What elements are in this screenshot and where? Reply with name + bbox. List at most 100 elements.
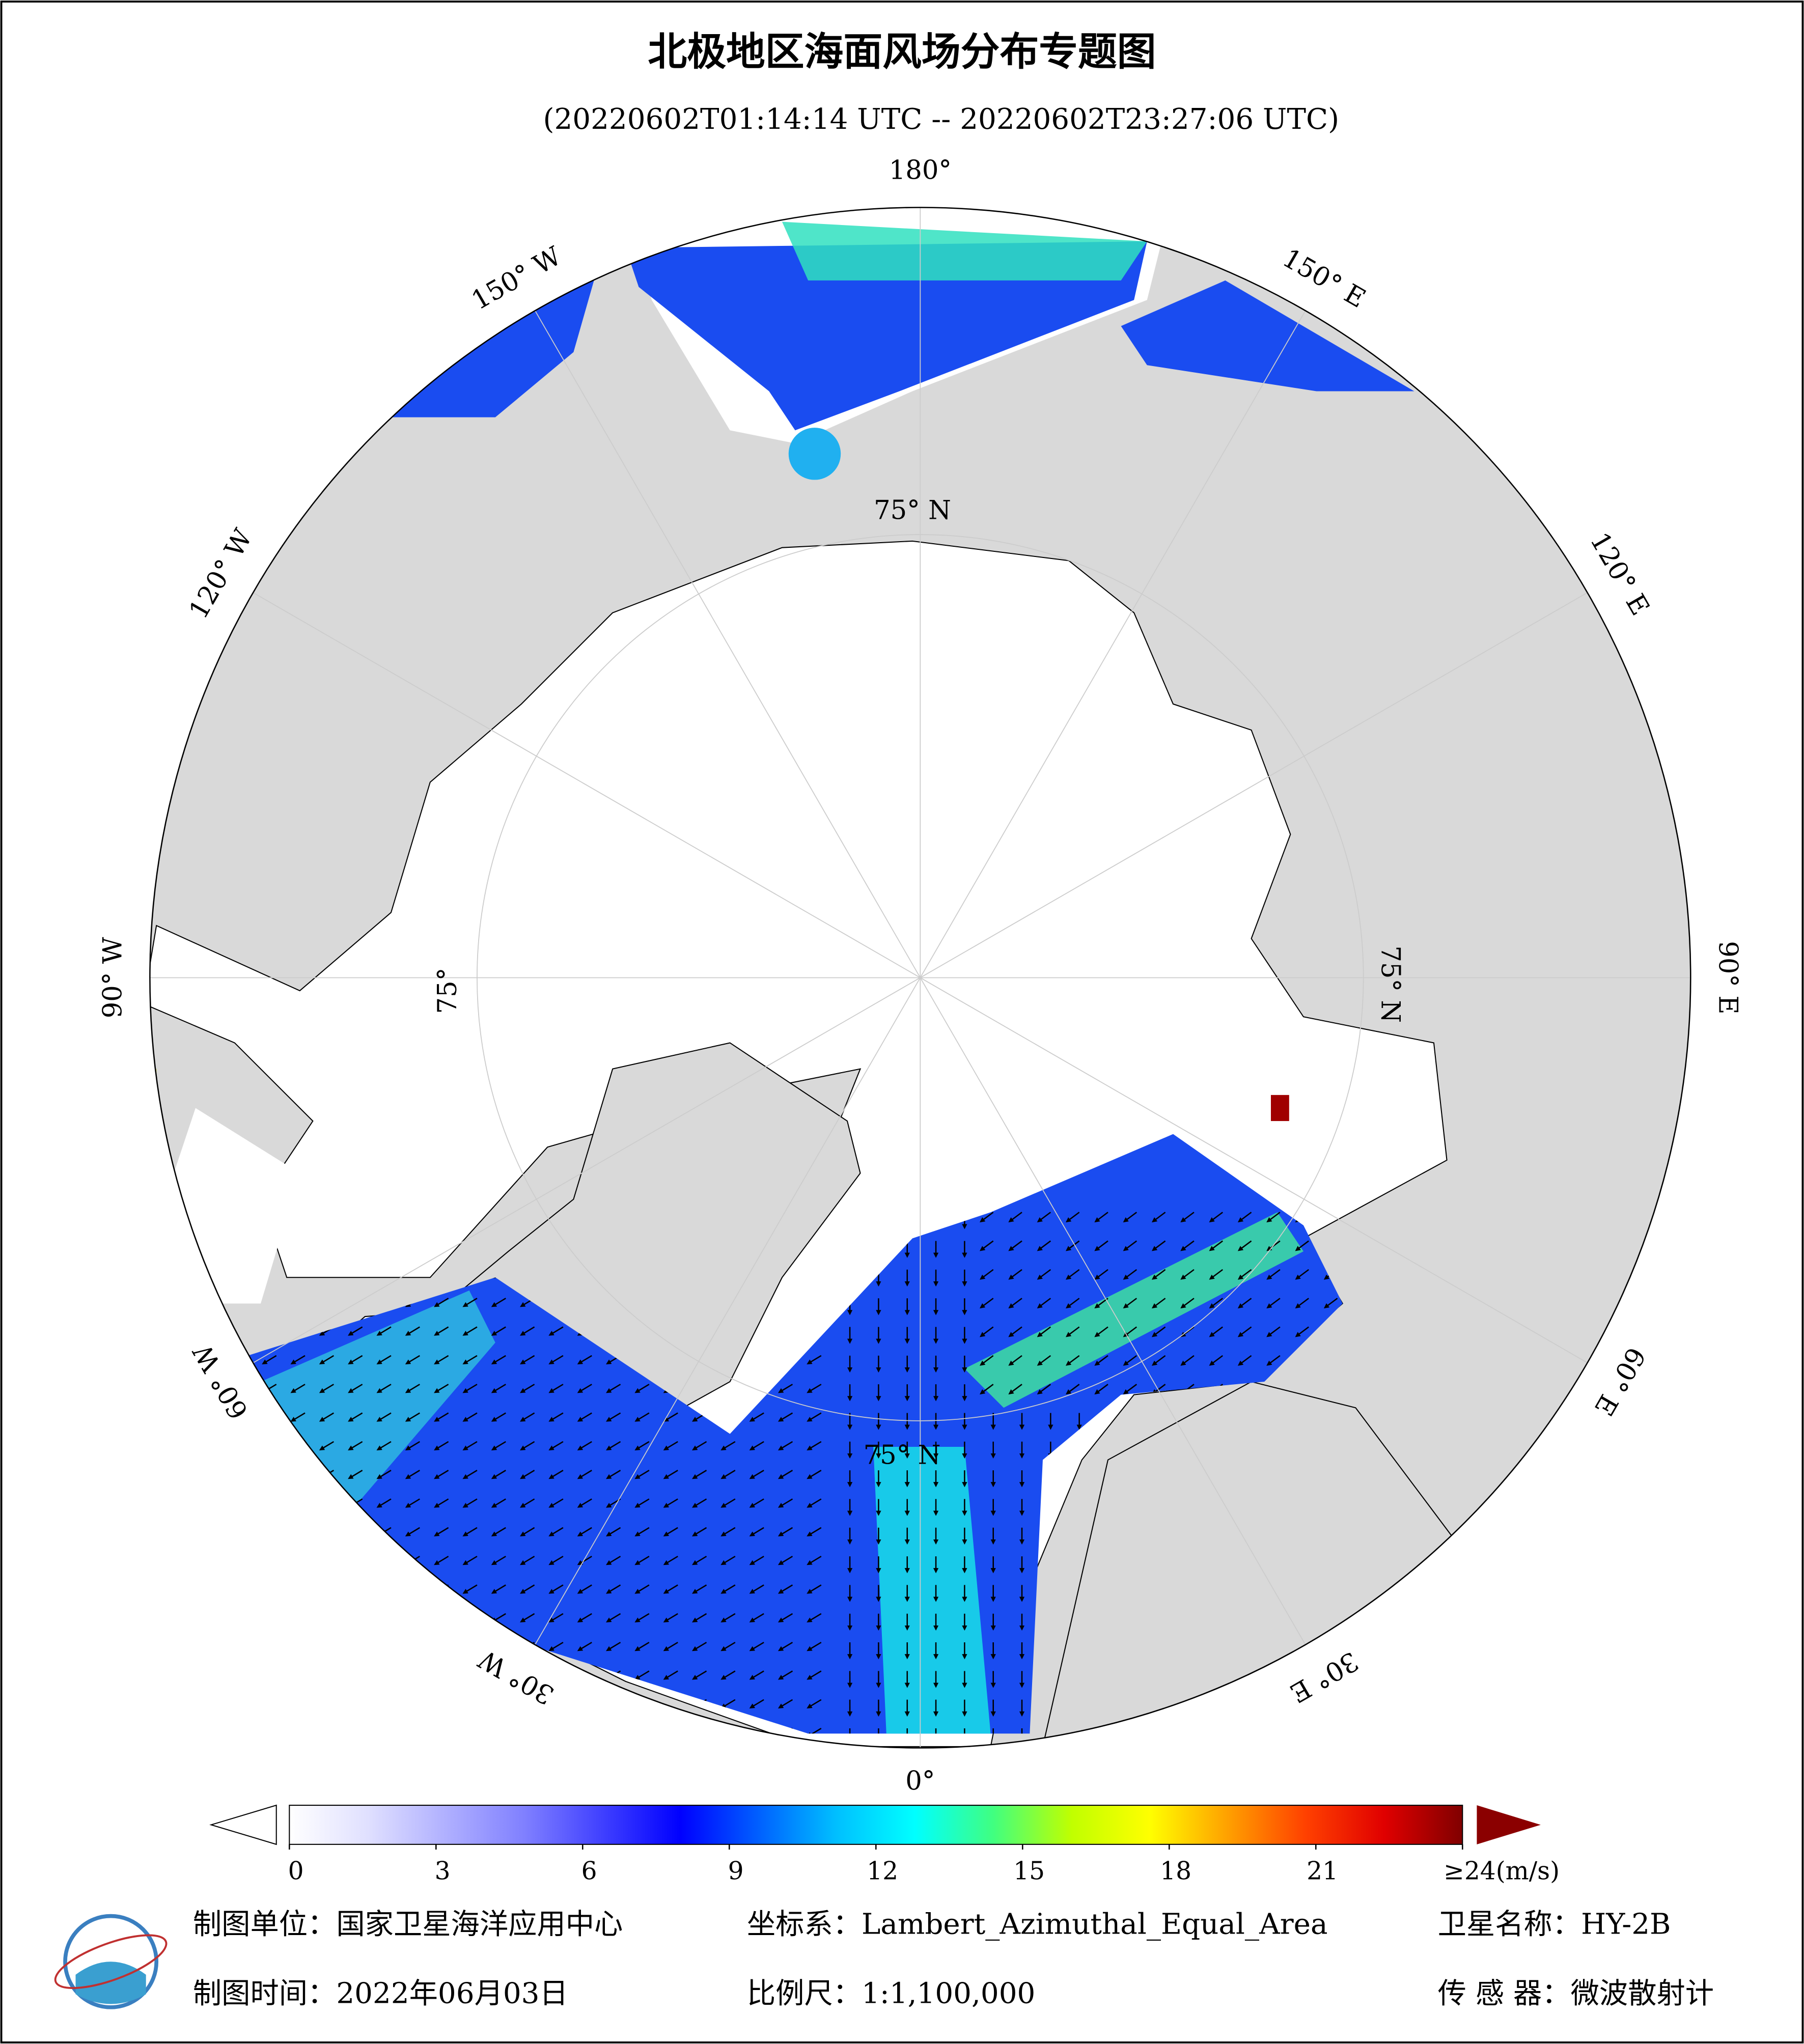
wind-arrow: [434, 1670, 449, 1680]
wind-arrow: [376, 1641, 392, 1651]
wind-arrow: [1094, 1326, 1108, 1337]
wind-arrow: [247, 1727, 248, 1734]
wind-field: [150, 1069, 157, 1122]
wind-arrow: [1266, 1355, 1281, 1366]
wind-arrow: [376, 1326, 392, 1336]
wind-arrow: [663, 1613, 678, 1622]
wind-arrow: [778, 1613, 793, 1622]
wind-arrow: [1008, 1298, 1022, 1309]
wind-arrow: [1180, 1269, 1195, 1280]
wind-arrow: [462, 1584, 478, 1594]
wind-arrow: [691, 1641, 707, 1651]
wind-arrow: [1037, 1240, 1051, 1251]
wind-arrow: [262, 1670, 277, 1680]
wind-arrow: [778, 1699, 793, 1709]
wind-arrow: [376, 1355, 392, 1365]
wind-arrow: [634, 1384, 650, 1393]
wind-arrow: [434, 1727, 449, 1734]
wind-arrow: [319, 1613, 335, 1622]
wind-arrow: [720, 1441, 736, 1450]
wind-arrow: [606, 1584, 621, 1594]
meridian: [535, 977, 921, 1645]
wind-arrow: [520, 1727, 535, 1734]
wind-arrow: [778, 1470, 793, 1479]
wind-arrow: [606, 1641, 621, 1651]
wind-arrow: [247, 1641, 248, 1651]
wind-arrow: [720, 1555, 736, 1565]
wind-arrow: [749, 1641, 764, 1651]
wind-arrow: [319, 1527, 335, 1536]
wind-field: [1270, 1095, 1289, 1122]
wind-arrow: [548, 1527, 564, 1536]
wind-arrow: [520, 1441, 535, 1450]
wind-arrow: [462, 1699, 478, 1709]
wind-arrow: [434, 1498, 449, 1508]
wind-arrow: [376, 1441, 392, 1450]
meridian: [920, 310, 1306, 978]
wind-arrow: [262, 1699, 277, 1709]
wind-arrow: [262, 1613, 277, 1622]
wind-arrow: [1151, 1240, 1166, 1251]
wind-arrow: [548, 1727, 564, 1734]
wind-arrow: [548, 1412, 564, 1422]
wind-arrow: [462, 1555, 478, 1565]
latitude-label: 75° N: [864, 1440, 941, 1471]
wind-arrow: [491, 1470, 506, 1479]
wind-arrow: [980, 1384, 994, 1395]
wind-arrow: [290, 1527, 306, 1536]
wind-arrow: [577, 1412, 592, 1422]
wind-arrow: [290, 1584, 306, 1594]
wind-arrow: [691, 1527, 707, 1536]
wind-arrow: [778, 1555, 793, 1565]
wind-arrow: [577, 1699, 592, 1709]
longitude-label: 30° E: [1285, 1645, 1364, 1709]
colorbar-tick-label: 21: [1307, 1857, 1338, 1886]
wind-arrow: [247, 1441, 248, 1450]
wind-arrow: [348, 1412, 363, 1422]
colorbar-tick-label: 6: [581, 1857, 597, 1886]
wind-arrow: [634, 1613, 650, 1622]
wind-arrow: [247, 1355, 248, 1364]
wind-arrow: [1237, 1212, 1252, 1223]
wind-arrow: [247, 1498, 248, 1508]
wind-arrow: [634, 1441, 650, 1450]
meridian: [253, 977, 921, 1363]
wind-arrow: [691, 1584, 707, 1594]
wind-arrow: [749, 1555, 764, 1565]
wind-arrow: [290, 1641, 306, 1651]
wind-arrow: [1123, 1384, 1137, 1395]
wind-arrow: [1295, 1269, 1309, 1280]
wind-arrow: [247, 1670, 248, 1680]
wind-arrow: [778, 1441, 793, 1450]
longitude-label: 60° E: [1588, 1342, 1651, 1421]
footer-unit: 制图单位：国家卫星海洋应用中心: [193, 1908, 623, 1941]
wind-arrow: [980, 1269, 994, 1280]
wind-arrow: [749, 1527, 764, 1536]
wind-arrow: [348, 1613, 363, 1622]
wind-arrow: [520, 1326, 535, 1336]
wind-arrow: [348, 1441, 363, 1450]
wind-arrow: [491, 1555, 506, 1565]
wind-arrow: [376, 1613, 392, 1622]
wind-arrow: [807, 1384, 822, 1393]
wind-arrow: [1123, 1355, 1137, 1366]
wind-arrow: [491, 1412, 506, 1422]
wind-arrow: [807, 1727, 822, 1734]
subtitle: (20220602T01:14:14 UTC -- 20220602T23:27…: [543, 103, 1340, 136]
wind-arrow: [663, 1727, 678, 1734]
wind-arrow: [290, 1727, 306, 1734]
wind-arrow: [606, 1555, 621, 1565]
wind-arrow: [663, 1470, 678, 1479]
wind-arrow: [634, 1527, 650, 1536]
wind-field: [247, 1134, 1343, 1734]
wind-arrow: [262, 1727, 277, 1734]
wind-arrow: [720, 1670, 736, 1680]
wind-arrow: [348, 1555, 363, 1565]
longitude-label: 0°: [905, 1766, 935, 1797]
wind-arrow: [462, 1412, 478, 1422]
wind-arrow: [405, 1355, 420, 1365]
wind-arrow: [1065, 1355, 1080, 1366]
colorbar-tick-label: 9: [728, 1857, 744, 1886]
wind-arrow: [405, 1527, 420, 1536]
